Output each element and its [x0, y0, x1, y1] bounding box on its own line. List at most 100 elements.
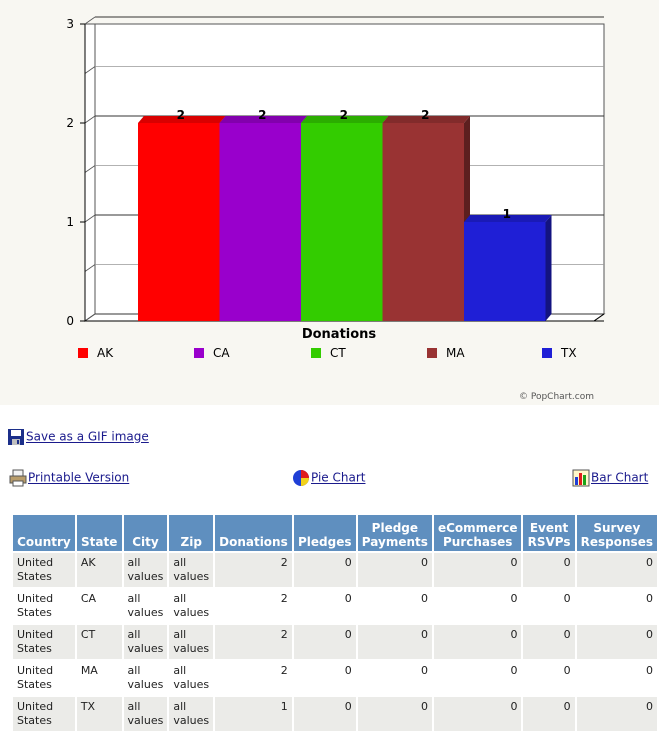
table-cell: United States — [13, 553, 75, 587]
table-cell: 0 — [433, 553, 522, 587]
bar-top-TX — [464, 215, 552, 222]
gridline-side — [84, 214, 96, 223]
table-cell: AK — [76, 553, 122, 587]
table-cell: 0 — [576, 661, 657, 695]
bar-top-AK — [138, 116, 226, 123]
col-header-state: State — [76, 515, 122, 551]
table-cell: 0 — [433, 661, 522, 695]
table-cell: 0 — [433, 625, 522, 659]
table-row: United States TX all values all values 1 0 0 0 0… — [13, 697, 657, 731]
table-cell: 2 — [215, 625, 292, 659]
legend-swatch-AK — [78, 348, 88, 358]
table-cell: all values — [169, 589, 214, 623]
col-header-donations: Donations — [215, 515, 292, 551]
legend-swatch-CA — [194, 348, 204, 358]
table-cell: 0 — [293, 697, 356, 731]
table-cell: 0 — [576, 553, 657, 587]
pie-chart-link[interactable]: Pie Chart — [311, 470, 366, 485]
table-cell: TX — [76, 697, 122, 731]
table-cell: all values — [123, 697, 168, 731]
legend-label-AK: AK — [97, 346, 114, 360]
printer-icon — [9, 469, 27, 487]
table-cell: 0 — [293, 589, 356, 623]
bar-chart-icon — [572, 469, 590, 487]
table-cell: 0 — [357, 589, 432, 623]
popchart-credit: © PopChart.com — [519, 392, 594, 402]
legend-label-CT: CT — [330, 346, 346, 360]
data-label-AK: 2 — [177, 108, 185, 122]
gridline-side — [84, 66, 96, 74]
bar-top-CA — [219, 116, 307, 123]
table-cell: all values — [123, 553, 168, 587]
col-header-event-rsvps: Event RSVPs — [523, 515, 575, 551]
data-label-CA: 2 — [258, 108, 266, 122]
col-header-city: City — [123, 515, 168, 551]
bar-chart: 0 1 2 3 2 2 2 2 1 Donations AK CA CT MA TX © PopChart.c… — [66, 16, 606, 402]
col-header-country: Country — [13, 515, 75, 551]
legend-label-TX: TX — [560, 346, 577, 360]
table-cell: 0 — [293, 553, 356, 587]
table-cell: 2 — [215, 589, 292, 623]
table-cell: MA — [76, 661, 122, 695]
table-cell: 0 — [576, 697, 657, 731]
legend-swatch-CT — [311, 348, 321, 358]
table-cell: 0 — [293, 661, 356, 695]
table-cell: all values — [169, 661, 214, 695]
gridline-side — [84, 115, 96, 124]
plot-side-wall — [84, 23, 96, 322]
col-header-ecommerce-purchases: eCommerce Purchases — [433, 515, 522, 551]
bar-CA — [219, 123, 301, 321]
bar-chart-link[interactable]: Bar Chart — [591, 470, 649, 485]
printable-version-link[interactable]: Printable Version — [28, 470, 130, 485]
col-header-survey-responses: Survey Responses — [576, 515, 657, 551]
gridline-side — [84, 313, 96, 322]
legend-swatch-TX — [542, 348, 552, 358]
table-cell: 0 — [357, 625, 432, 659]
table-cell: CT — [76, 625, 122, 659]
x-axis-right-edge — [593, 313, 605, 322]
gridline-side — [84, 165, 96, 173]
save-gif-link[interactable]: Save as a GIF image — [26, 429, 149, 444]
data-table: Country State City Zip Donations Pledges… — [11, 513, 659, 733]
table-cell: all values — [123, 661, 168, 695]
col-header-pledges: Pledges — [293, 515, 356, 551]
table-cell: 0 — [357, 661, 432, 695]
bar-CT — [301, 123, 383, 321]
table-cell: United States — [13, 661, 75, 695]
bar-TX — [464, 222, 546, 321]
table-header-row: Country State City Zip Donations Pledges… — [13, 515, 657, 551]
pie-chart-icon — [292, 469, 310, 487]
x-axis-title: Donations — [302, 327, 377, 342]
table-cell: 0 — [576, 589, 657, 623]
table-cell: CA — [76, 589, 122, 623]
data-label-MA: 2 — [421, 108, 429, 122]
chart-panel: 0 1 2 3 2 2 2 2 1 Donations AK CA CT MA TX © PopChart.c… — [0, 0, 659, 405]
y-tick-label: 0 — [66, 314, 74, 328]
printable-row: Printable Version — [9, 469, 129, 487]
data-label-TX: 1 — [503, 207, 511, 221]
table-cell: 0 — [576, 625, 657, 659]
table-cell: 0 — [433, 589, 522, 623]
table-row: United States CT all values all values 2 0 0 0 0… — [13, 625, 657, 659]
bar-top-MA — [382, 116, 470, 123]
bar-top-CT — [301, 116, 389, 123]
floppy-disk-icon — [7, 428, 25, 446]
table-cell: all values — [169, 553, 214, 587]
y-tick-label: 1 — [66, 215, 74, 229]
table-cell: 0 — [523, 661, 575, 695]
table-cell: 0 — [293, 625, 356, 659]
save-gif-row: Save as a GIF image — [7, 428, 149, 446]
data-label-CT: 2 — [340, 108, 348, 122]
legend-label-CA: CA — [213, 346, 230, 360]
table-body: United States AK all values all values 2 0 0 0 0… — [13, 553, 657, 731]
y-tick-label: 3 — [66, 17, 74, 31]
table-cell: 0 — [523, 625, 575, 659]
gridline-side — [84, 16, 96, 25]
legend-swatch-MA — [427, 348, 437, 358]
table-cell: United States — [13, 697, 75, 731]
gridline-side — [84, 264, 96, 272]
table-cell: 2 — [215, 661, 292, 695]
table-cell: 0 — [433, 697, 522, 731]
bar-MA — [382, 123, 464, 321]
table-row: United States MA all values all values 2 0 0 0 0… — [13, 661, 657, 695]
